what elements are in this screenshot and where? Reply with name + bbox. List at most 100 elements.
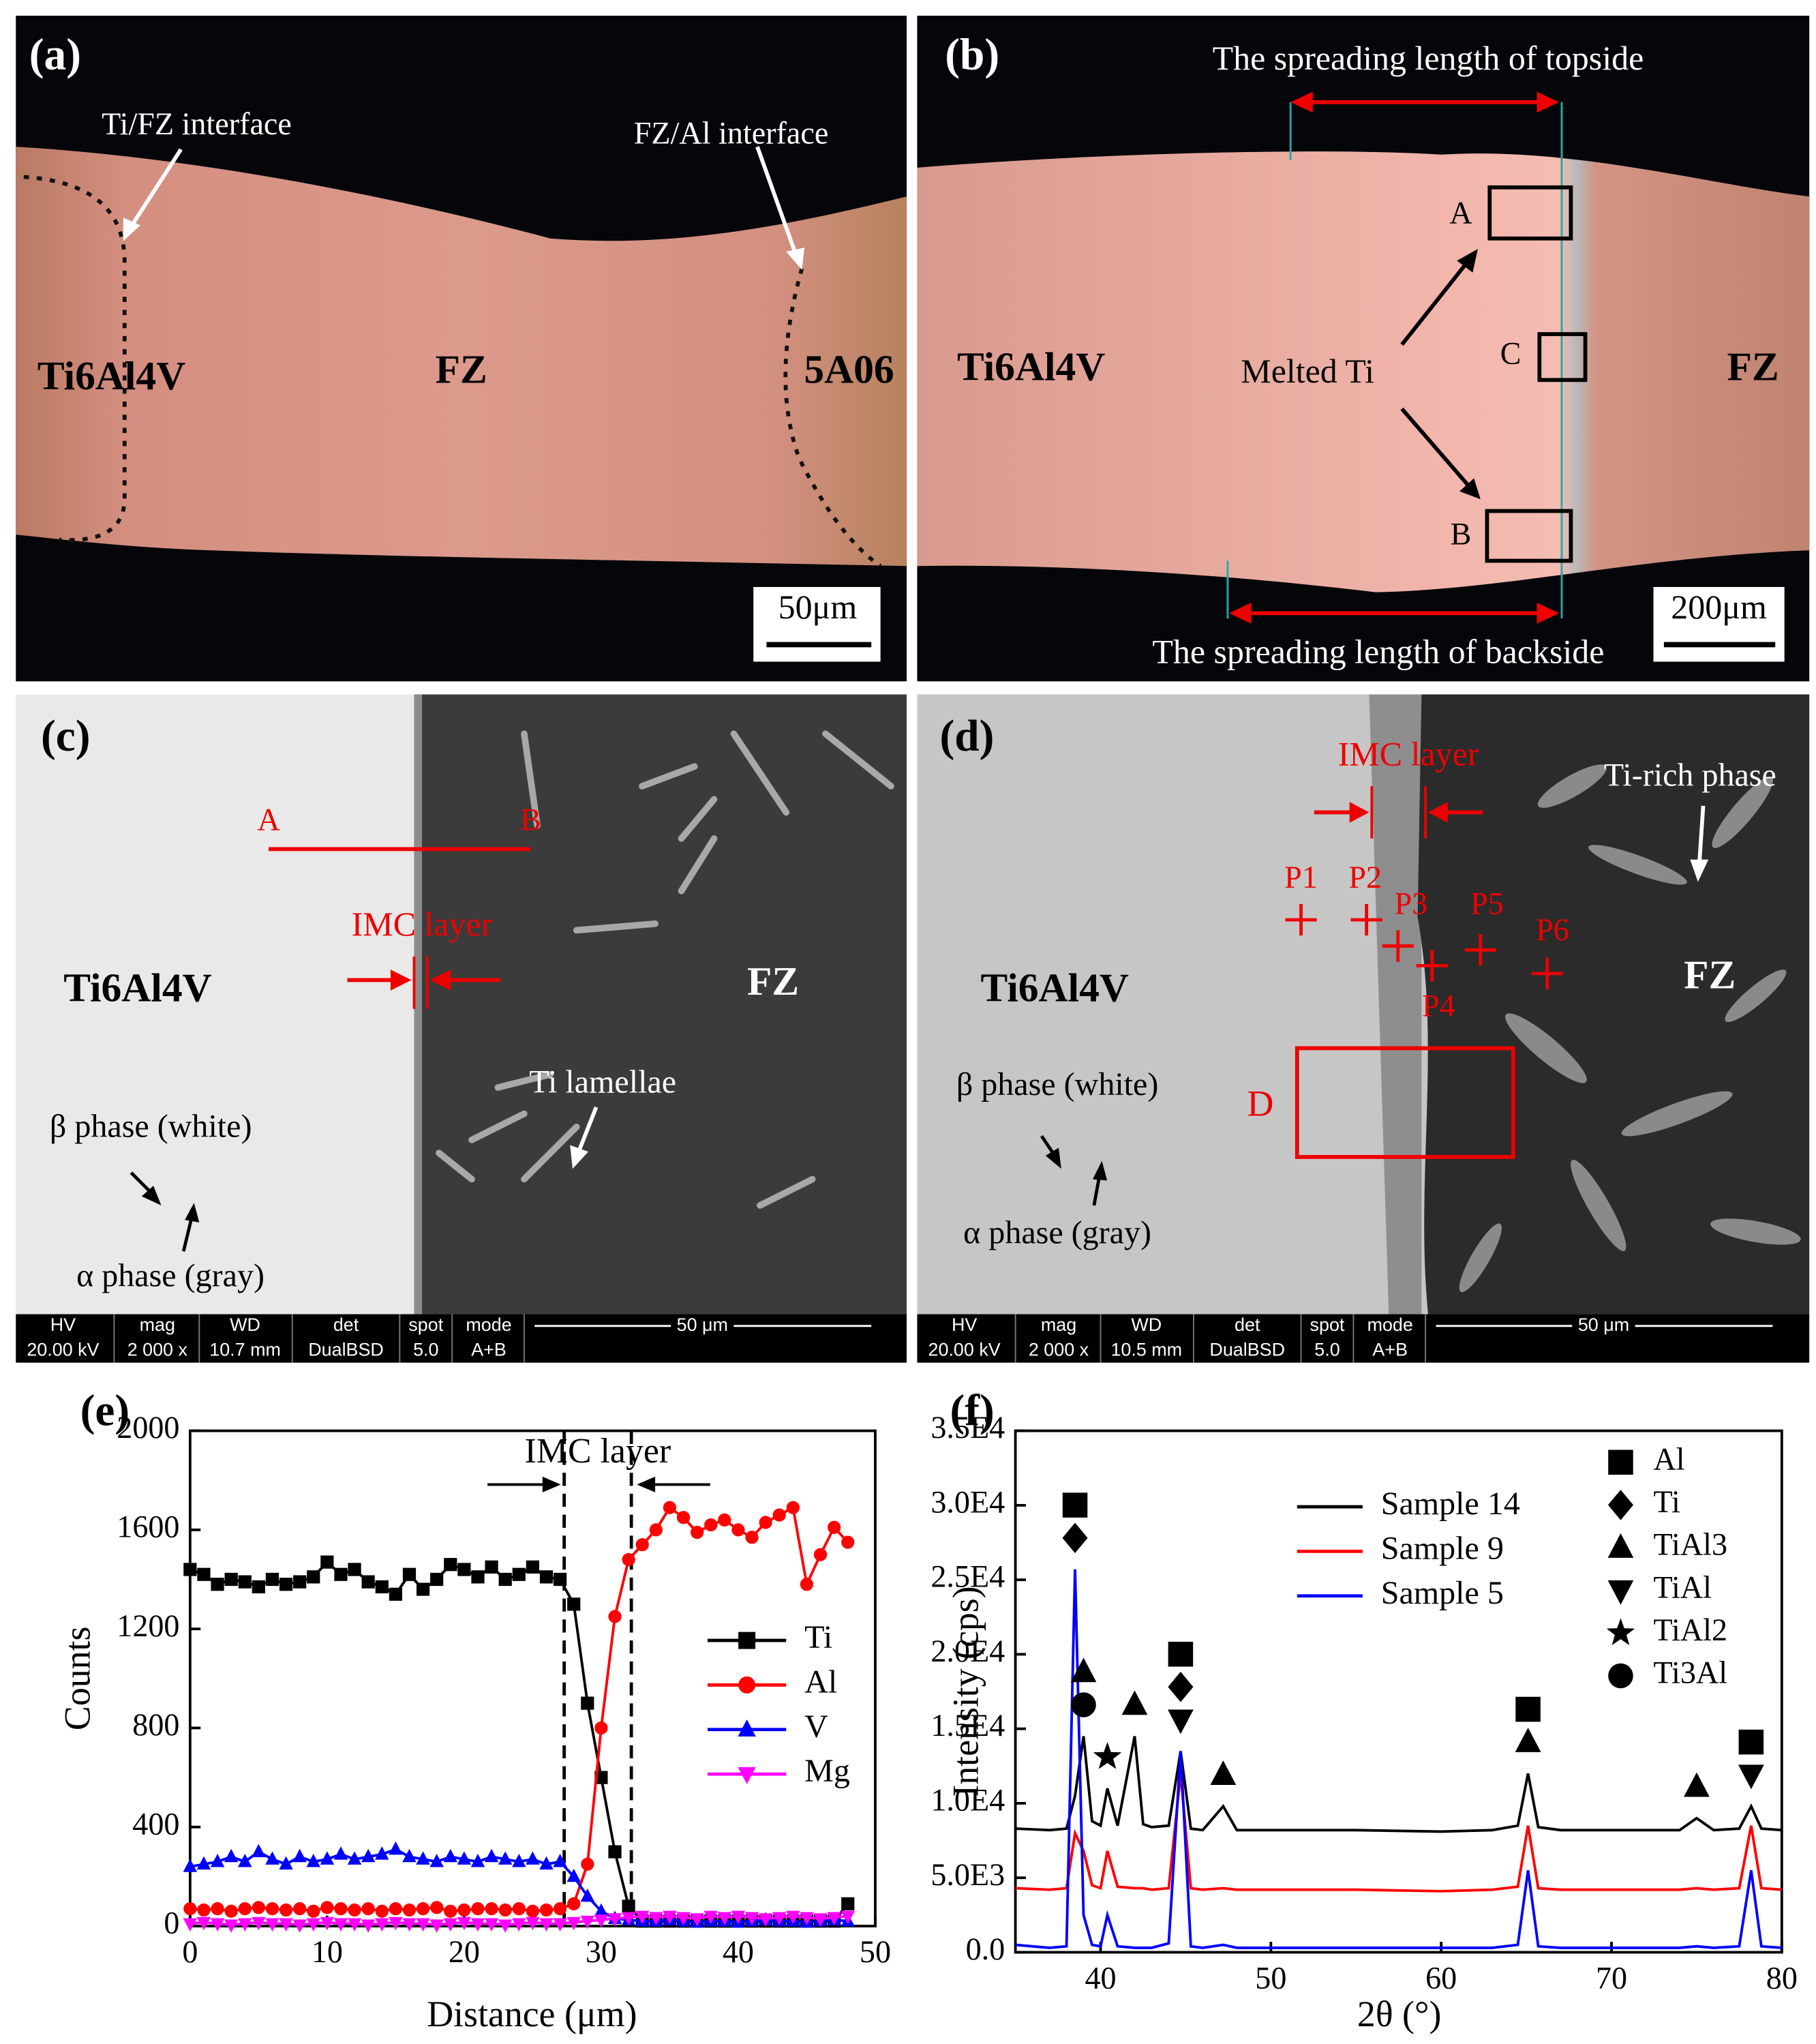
marker xyxy=(841,1535,855,1549)
marker xyxy=(292,1919,307,1933)
marker xyxy=(430,1901,444,1914)
legend-label: Sample 5 xyxy=(1381,1575,1504,1611)
marker xyxy=(731,1523,745,1537)
legend-label: TiAl xyxy=(1654,1569,1712,1604)
marker xyxy=(580,1888,595,1902)
marker xyxy=(813,1913,828,1927)
marker xyxy=(279,1918,293,1932)
y-tick-label: 1.5E4 xyxy=(930,1708,1005,1743)
legend-label: Sample 14 xyxy=(1381,1486,1520,1522)
weld-cross-section xyxy=(16,147,907,567)
marker xyxy=(1071,1692,1096,1717)
imc-arrows xyxy=(487,1476,710,1492)
scale-bar-label: 50 μm xyxy=(1578,1314,1629,1335)
marker xyxy=(485,1902,498,1916)
marker xyxy=(539,1856,554,1870)
arrow-head xyxy=(542,1476,561,1492)
marker xyxy=(389,1917,403,1931)
marker xyxy=(800,1912,814,1925)
marker xyxy=(649,1912,663,1925)
marker xyxy=(581,1696,594,1710)
annotation: P2 xyxy=(1348,860,1382,895)
marker xyxy=(786,1501,800,1514)
scale-bar-box xyxy=(753,586,881,662)
info-value: 2 000 x xyxy=(127,1339,188,1359)
x-tick-label: 40 xyxy=(1085,1960,1116,1995)
info-header: mag xyxy=(1041,1314,1076,1335)
marker xyxy=(676,1912,691,1925)
marker xyxy=(484,1918,499,1932)
marker xyxy=(526,1904,540,1918)
marker xyxy=(1070,1657,1097,1683)
marker xyxy=(197,1903,211,1917)
marker xyxy=(745,1531,759,1544)
scale-label-bg xyxy=(671,1315,734,1337)
region-box xyxy=(1485,509,1573,563)
y-axis-label: Intensity (cps) xyxy=(945,1586,986,1797)
info-value: A+B xyxy=(1372,1339,1408,1359)
marker xyxy=(1062,1492,1088,1518)
y-tick-label: 5.0E3 xyxy=(930,1857,1005,1892)
marker xyxy=(252,1917,266,1931)
marker xyxy=(813,1548,828,1561)
x-tick-label: 50 xyxy=(860,1934,891,1969)
marker xyxy=(306,1918,321,1932)
marker xyxy=(443,1848,458,1863)
annotation: P1 xyxy=(1284,860,1318,895)
marker xyxy=(800,1578,814,1591)
marker xyxy=(703,1910,718,1925)
marker xyxy=(1607,1490,1634,1520)
info-header: HV xyxy=(50,1314,76,1335)
annotation: FZ xyxy=(747,959,799,1004)
marker xyxy=(1515,1728,1541,1752)
marker xyxy=(567,1597,581,1611)
marker xyxy=(333,1846,348,1860)
marker xyxy=(252,1844,266,1857)
info-header: mag xyxy=(140,1314,175,1335)
x-tick-label: 20 xyxy=(449,1934,480,1969)
marker xyxy=(443,1918,458,1932)
y-tick-label: 2000 xyxy=(117,1410,179,1445)
marker xyxy=(758,1913,773,1927)
marker xyxy=(554,1572,567,1587)
marker xyxy=(265,1902,279,1916)
scale-label-bg xyxy=(1572,1315,1635,1337)
marker xyxy=(691,1525,704,1539)
marker xyxy=(772,1912,787,1925)
arrow-head xyxy=(123,217,140,241)
annotation: Ti6Al4V xyxy=(981,965,1129,1010)
y-tick-label: 1200 xyxy=(117,1608,179,1643)
info-value: 5.0 xyxy=(1314,1339,1340,1359)
annotation: P6 xyxy=(1536,912,1569,947)
marker xyxy=(512,1854,526,1867)
legend-label: Al xyxy=(1654,1441,1685,1476)
marker xyxy=(1738,1729,1764,1755)
y-tick-label: 2.0E4 xyxy=(930,1634,1005,1668)
marker xyxy=(279,1578,293,1591)
panel-label: (c) xyxy=(41,712,91,761)
annotation: Ti/FZ interface xyxy=(102,106,292,141)
marker xyxy=(1608,1449,1633,1475)
legend-label: Ti xyxy=(804,1619,832,1655)
marker xyxy=(594,1914,609,1928)
annotation: A xyxy=(1449,196,1472,230)
region-box xyxy=(1537,332,1588,382)
marker xyxy=(196,1917,211,1931)
y-axis-label: Counts xyxy=(57,1627,98,1730)
marker xyxy=(498,1919,513,1933)
marker xyxy=(759,1516,772,1529)
marker xyxy=(210,1854,225,1867)
marker xyxy=(238,1575,252,1589)
marker xyxy=(690,1913,704,1927)
annotation: β phase (white) xyxy=(956,1066,1159,1102)
marker xyxy=(429,1854,444,1867)
annotation: FZ/Al interface xyxy=(634,115,829,150)
marker xyxy=(554,1902,567,1916)
marker xyxy=(580,1915,595,1929)
x-axis-label: 2θ (°) xyxy=(1357,1994,1441,2034)
marker xyxy=(649,1523,663,1537)
info-value: DualBSD xyxy=(308,1339,384,1359)
annotation: The spreading length of backside xyxy=(1152,632,1604,670)
info-value: A+B xyxy=(471,1339,506,1359)
